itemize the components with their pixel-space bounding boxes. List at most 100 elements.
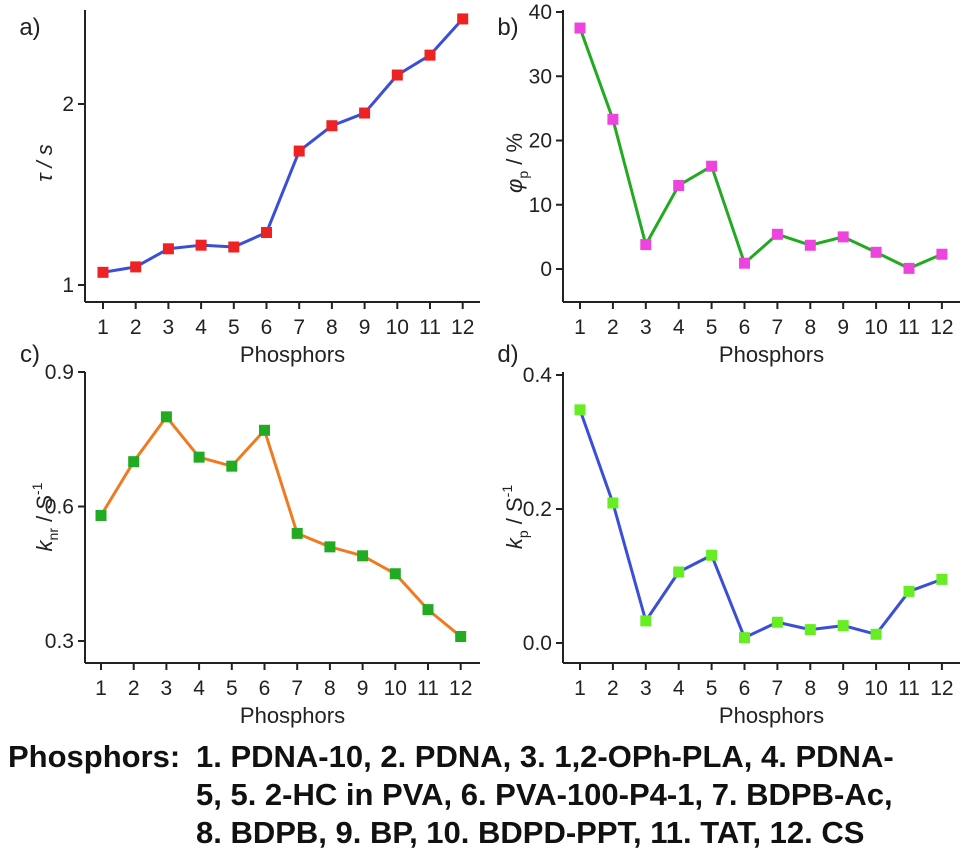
x-tick-label: 6 bbox=[259, 677, 271, 700]
data-point bbox=[359, 107, 371, 119]
data-point bbox=[391, 69, 403, 81]
x-tick-label: 12 bbox=[451, 316, 474, 339]
data-point bbox=[357, 550, 369, 562]
y-axis-label-sub: p bbox=[515, 171, 531, 179]
data-point bbox=[160, 411, 172, 423]
data-point bbox=[261, 227, 272, 239]
y-tick-label: 20 bbox=[529, 130, 552, 153]
x-tick-label: 7 bbox=[293, 316, 305, 339]
x-tick-label: 1 bbox=[95, 677, 107, 700]
y-axis-label: φp / % bbox=[502, 133, 531, 193]
x-tick-label: 4 bbox=[193, 677, 205, 700]
x-tick-label: 10 bbox=[384, 677, 407, 700]
panel-label: d) bbox=[497, 341, 518, 368]
data-point bbox=[97, 266, 109, 278]
x-tick-label: 2 bbox=[128, 677, 140, 700]
data-point bbox=[389, 568, 401, 580]
x-tick-label: 3 bbox=[161, 677, 173, 700]
x-tick-label: 12 bbox=[930, 316, 953, 339]
y-tick-label: 0.0 bbox=[523, 632, 552, 655]
y-axis-label: kp / S-1 bbox=[499, 485, 531, 549]
data-point bbox=[739, 257, 750, 269]
data-point bbox=[259, 424, 270, 436]
y-tick-label: 30 bbox=[529, 65, 552, 88]
y-tick-label: 0 bbox=[540, 258, 552, 281]
x-tick-label: 2 bbox=[130, 316, 142, 339]
x-tick-label: 4 bbox=[195, 316, 207, 339]
y-axis-label-main: τ / s bbox=[32, 144, 57, 182]
x-axis-label: Phosphors bbox=[240, 342, 345, 367]
series-line bbox=[578, 27, 943, 270]
data-point bbox=[130, 261, 142, 273]
x-tick-label: 4 bbox=[673, 316, 685, 339]
x-tick-label: 6 bbox=[739, 677, 751, 700]
data-point bbox=[607, 113, 619, 125]
y-axis-label-sub: p bbox=[515, 530, 531, 538]
y-tick-label: 0.4 bbox=[523, 364, 553, 387]
data-point bbox=[903, 262, 915, 274]
x-tick-label: 4 bbox=[673, 677, 685, 700]
x-tick-label: 7 bbox=[772, 316, 784, 339]
y-axis-label-sup: -1 bbox=[499, 485, 515, 498]
x-tick-label: 11 bbox=[419, 316, 441, 339]
x-tick-label: 9 bbox=[357, 677, 369, 700]
data-point bbox=[903, 585, 915, 597]
y-axis-label-unit: / % bbox=[502, 133, 527, 171]
x-tick-label: 3 bbox=[640, 677, 652, 700]
x-tick-label: 12 bbox=[449, 677, 472, 700]
x-tick-label: 7 bbox=[291, 677, 303, 700]
data-point bbox=[673, 179, 685, 191]
x-tick-label: 1 bbox=[97, 316, 109, 339]
x-tick-label: 10 bbox=[386, 316, 409, 339]
x-tick-label: 10 bbox=[864, 677, 887, 700]
x-tick-label: 5 bbox=[228, 316, 240, 339]
x-tick-label: 2 bbox=[607, 316, 619, 339]
data-point bbox=[422, 604, 434, 616]
data-point bbox=[870, 246, 882, 258]
x-tick-label: 5 bbox=[706, 316, 718, 339]
caption-head: Phosphors: bbox=[8, 739, 181, 774]
x-tick-label: 9 bbox=[837, 316, 849, 339]
data-point bbox=[162, 243, 174, 255]
y-axis-label-sub: nr bbox=[45, 528, 61, 541]
x-tick-label: 3 bbox=[163, 316, 175, 339]
series-line bbox=[99, 415, 462, 638]
x-tick-label: 8 bbox=[804, 316, 816, 339]
y-tick-label: 0.3 bbox=[45, 630, 74, 653]
data-point bbox=[640, 615, 652, 627]
data-point bbox=[95, 509, 107, 521]
data-point bbox=[228, 241, 240, 253]
data-point bbox=[195, 239, 207, 251]
x-tick-label: 11 bbox=[417, 677, 439, 700]
caption-line: 8. BDPB, 9. BP, 10. BDPD-PPT, 11. TAT, 1… bbox=[196, 815, 865, 850]
y-tick-label: 10 bbox=[529, 194, 552, 217]
data-point bbox=[936, 248, 948, 260]
caption: Phosphors: 1. PDNA-10, 2. PDNA, 3. 1,2-O… bbox=[0, 738, 964, 859]
y-axis-label: τ / s bbox=[32, 144, 57, 182]
data-point bbox=[326, 120, 338, 132]
caption-line: 5, 5. 2-HC in PVA, 6. PVA-100-P4-1, 7. B… bbox=[196, 777, 893, 812]
y-tick-label: 2 bbox=[62, 93, 74, 116]
data-point bbox=[936, 573, 948, 585]
series-line bbox=[578, 409, 943, 640]
x-tick-label: 5 bbox=[706, 677, 718, 700]
data-point bbox=[837, 620, 849, 632]
y-tick-label: 0.2 bbox=[523, 498, 552, 521]
data-point bbox=[324, 541, 336, 553]
y-tick-label: 0.6 bbox=[45, 496, 74, 519]
data-point bbox=[706, 160, 718, 172]
x-tick-label: 5 bbox=[226, 677, 238, 700]
panel-label: c) bbox=[20, 341, 40, 368]
panel-label: b) bbox=[497, 14, 518, 41]
x-tick-label: 9 bbox=[359, 316, 371, 339]
x-axis-label: Phosphors bbox=[719, 342, 824, 367]
data-point bbox=[455, 631, 467, 643]
y-tick-label: 0.9 bbox=[45, 361, 74, 384]
x-tick-label: 6 bbox=[739, 316, 751, 339]
series-line bbox=[102, 17, 464, 274]
data-point bbox=[837, 231, 849, 243]
data-point bbox=[673, 566, 685, 578]
